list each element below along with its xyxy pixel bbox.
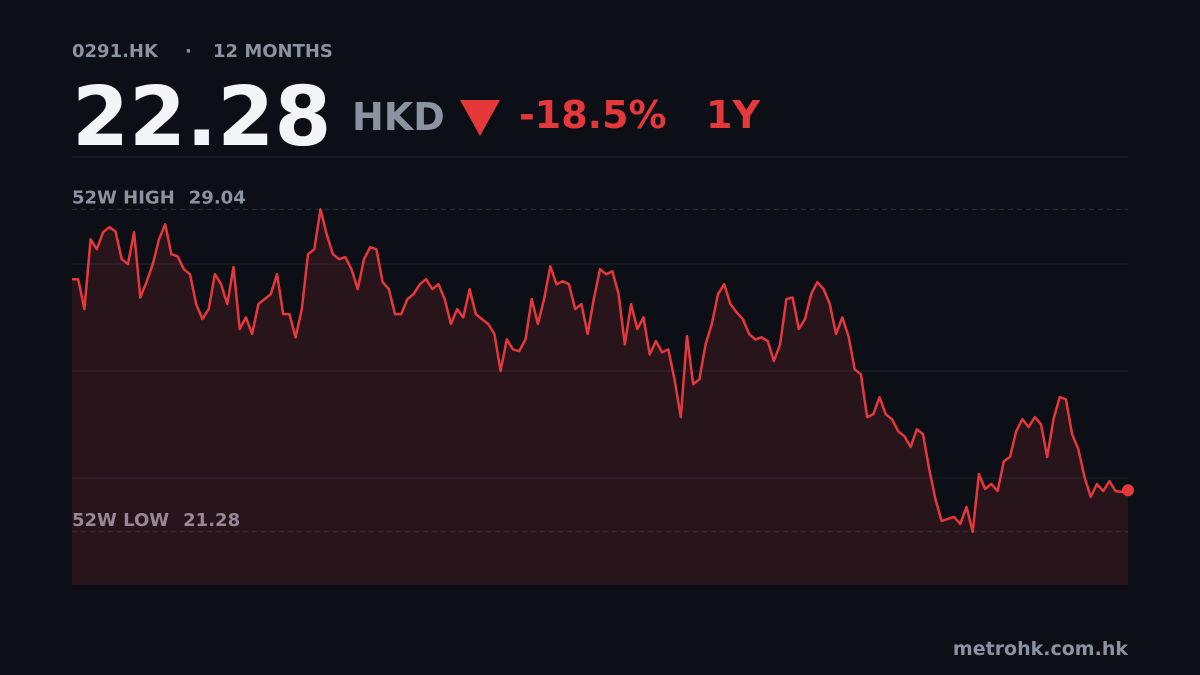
change-arrow	[460, 100, 500, 136]
reference-label: 52W LOW	[72, 510, 169, 531]
range-label: 1Y	[706, 93, 760, 137]
period: 12 MONTHS	[213, 41, 333, 62]
reference-value: 21.28	[183, 510, 240, 531]
ticker: 0291.HK	[72, 41, 159, 62]
reference-label: 52W HIGH	[72, 187, 175, 208]
source: metrohk.com.hk	[953, 638, 1128, 660]
price-line	[72, 208, 1129, 534]
last-point	[1122, 484, 1134, 497]
price: 22.28	[72, 70, 331, 165]
area	[72, 209, 1128, 585]
separator: ·	[185, 41, 192, 62]
currency: HKD	[352, 95, 445, 139]
reference-value: 29.04	[189, 187, 246, 208]
change: -18.5%	[519, 93, 667, 137]
